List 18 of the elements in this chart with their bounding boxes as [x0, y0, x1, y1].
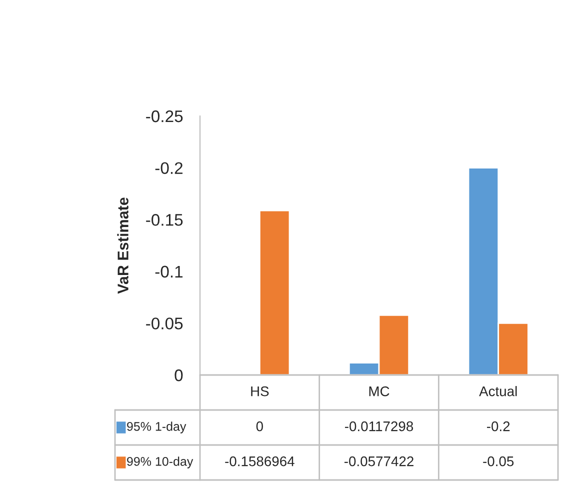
x-tick-label: HS [251, 386, 269, 396]
legend-label: 95% 1-day [127, 422, 186, 434]
y-tick-label: -0.05 [146, 318, 183, 330]
data-label: -0.2 [486, 421, 510, 432]
y-tick-label: -0.2 [155, 162, 182, 174]
data-label: -0.0577422 [344, 456, 414, 466]
data-label: -0.1586964 [225, 456, 294, 466]
legend-label: 99% 10-day [127, 456, 194, 468]
data-label: -0.0117298 [344, 421, 414, 432]
x-tick-label: Actual [479, 386, 517, 396]
y-axis-title: VaR Estimate [117, 198, 128, 294]
y-tick-label: -0.1 [155, 266, 183, 278]
y-tick-label: 0 [174, 369, 183, 382]
data-label: -0.05 [483, 456, 514, 466]
data-label: 0 [256, 421, 263, 432]
y-tick-label: -0.15 [146, 214, 183, 226]
y-tick-label: -0.25 [146, 110, 183, 122]
x-tick-label: MC [369, 386, 390, 396]
